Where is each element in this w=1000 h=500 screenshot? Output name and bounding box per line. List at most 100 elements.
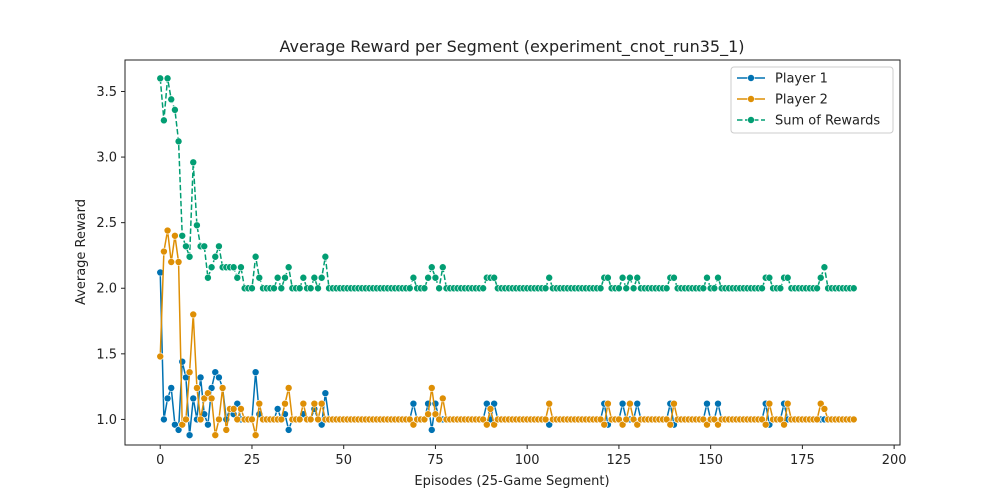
data-point xyxy=(207,263,216,272)
data-point xyxy=(710,284,719,293)
data-point xyxy=(604,399,612,408)
data-point xyxy=(490,420,498,429)
data-point xyxy=(714,273,722,282)
data-point xyxy=(435,284,443,293)
data-point xyxy=(204,389,212,397)
data-point xyxy=(284,384,293,392)
data-point xyxy=(699,284,708,293)
data-point xyxy=(321,252,330,261)
x-tick-label: 50 xyxy=(335,453,352,468)
x-tick-label: 200 xyxy=(882,453,907,468)
data-point xyxy=(541,284,550,293)
data-point xyxy=(185,368,194,377)
data-point xyxy=(765,399,774,408)
data-point xyxy=(618,273,627,282)
data-point xyxy=(299,273,308,282)
data-point xyxy=(438,263,447,272)
legend-marker-player-1 xyxy=(747,74,755,82)
x-tick-label: 100 xyxy=(515,453,540,468)
data-point xyxy=(776,284,785,293)
data-point xyxy=(545,273,554,282)
data-point xyxy=(670,399,678,408)
data-point xyxy=(633,420,642,429)
y-tick-label: 3.0 xyxy=(96,151,117,166)
x-axis: 0 25 50 75 100 125 150 175 200 xyxy=(156,445,907,468)
y-tick-label: 3.5 xyxy=(96,85,117,100)
data-point xyxy=(758,415,766,424)
data-point xyxy=(314,284,322,293)
data-point xyxy=(178,420,187,429)
legend-label-player-1: Player 1 xyxy=(775,72,828,87)
data-point xyxy=(306,415,315,424)
data-point xyxy=(622,415,631,424)
data-point xyxy=(174,426,183,434)
data-point xyxy=(281,273,289,282)
data-point xyxy=(281,399,289,408)
data-point xyxy=(189,394,198,403)
data-point xyxy=(438,394,447,403)
data-point xyxy=(211,431,220,439)
plot-area xyxy=(156,74,858,439)
data-point xyxy=(314,415,322,424)
data-point xyxy=(277,415,286,424)
x-tick-label: 25 xyxy=(244,453,261,468)
data-point xyxy=(237,263,245,272)
data-point xyxy=(215,242,223,251)
data-point xyxy=(156,74,165,83)
data-point xyxy=(295,415,304,424)
data-point xyxy=(310,399,319,408)
data-point xyxy=(185,252,194,261)
data-point xyxy=(813,415,821,424)
data-point xyxy=(321,389,330,397)
data-point xyxy=(816,399,825,408)
data-point xyxy=(405,415,414,424)
data-point xyxy=(248,284,256,293)
data-point xyxy=(409,399,418,408)
data-point xyxy=(622,284,631,293)
data-point xyxy=(490,273,498,282)
data-point xyxy=(420,284,429,293)
data-point xyxy=(178,357,187,366)
data-point xyxy=(424,273,432,282)
chart-title: Average Reward per Segment (experiment_c… xyxy=(280,37,745,57)
data-point xyxy=(849,284,858,293)
series-player-2 xyxy=(156,226,858,439)
data-point xyxy=(211,252,220,261)
data-point xyxy=(662,415,671,424)
data-point xyxy=(541,415,550,424)
data-point xyxy=(633,273,642,282)
y-axis-title: Average Reward xyxy=(74,199,89,305)
data-point xyxy=(207,384,216,392)
data-point xyxy=(196,415,205,424)
data-point xyxy=(211,368,220,377)
data-point xyxy=(714,420,722,429)
data-point xyxy=(167,258,176,266)
data-point xyxy=(629,415,638,424)
y-axis: 1.0 1.5 2.0 2.5 3.0 3.5 xyxy=(96,85,125,428)
data-point xyxy=(714,399,722,408)
data-point xyxy=(409,273,418,282)
data-point xyxy=(273,273,282,282)
data-point xyxy=(427,384,436,392)
data-point xyxy=(182,415,190,424)
data-point xyxy=(310,273,319,282)
data-point xyxy=(703,399,711,408)
data-point xyxy=(600,420,609,429)
data-point xyxy=(483,420,491,429)
data-point xyxy=(780,420,788,429)
data-point xyxy=(182,242,190,251)
data-point xyxy=(615,284,623,293)
data-point xyxy=(317,399,326,408)
data-point xyxy=(284,426,293,434)
data-point xyxy=(758,284,766,293)
y-tick-label: 1.0 xyxy=(96,413,117,428)
data-point xyxy=(820,405,829,413)
data-point xyxy=(618,399,627,408)
data-point xyxy=(270,284,278,293)
data-point xyxy=(483,399,491,408)
data-point xyxy=(233,415,242,424)
data-point xyxy=(699,415,708,424)
x-tick-label: 125 xyxy=(607,453,632,468)
data-point xyxy=(306,284,315,293)
